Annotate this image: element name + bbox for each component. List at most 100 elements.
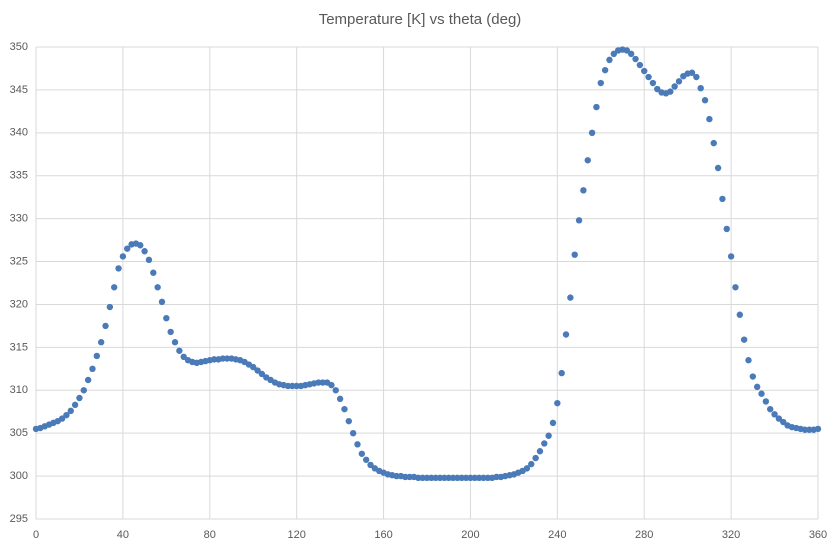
y-tick-label: 305 bbox=[10, 427, 28, 439]
point bbox=[554, 399, 561, 407]
point bbox=[667, 88, 674, 95]
point bbox=[137, 242, 144, 249]
point bbox=[58, 415, 66, 422]
point bbox=[345, 417, 352, 425]
point bbox=[654, 85, 661, 93]
point bbox=[76, 394, 83, 402]
point bbox=[710, 139, 717, 147]
point bbox=[176, 347, 183, 354]
point bbox=[349, 429, 357, 437]
point bbox=[97, 339, 105, 346]
x-tick-label: 160 bbox=[374, 529, 392, 541]
point bbox=[332, 387, 339, 394]
y-tick-label: 320 bbox=[10, 298, 28, 310]
x-tick-label: 200 bbox=[461, 529, 479, 541]
point bbox=[575, 217, 583, 224]
point bbox=[593, 103, 600, 111]
x-tick-label: 320 bbox=[722, 529, 740, 541]
point bbox=[740, 336, 748, 343]
point bbox=[558, 369, 565, 377]
point bbox=[536, 448, 544, 455]
y-tick-label: 345 bbox=[10, 84, 28, 96]
point bbox=[693, 73, 700, 81]
point bbox=[354, 441, 361, 448]
point bbox=[532, 454, 539, 462]
point bbox=[749, 373, 757, 380]
x-tick-label: 240 bbox=[548, 529, 566, 541]
point bbox=[706, 115, 713, 123]
point bbox=[767, 405, 774, 413]
point bbox=[723, 225, 730, 233]
point bbox=[727, 253, 735, 260]
y-tick-label: 330 bbox=[10, 213, 28, 225]
point bbox=[584, 157, 591, 164]
point bbox=[145, 256, 153, 264]
point bbox=[367, 461, 374, 469]
point bbox=[610, 50, 618, 58]
point bbox=[641, 67, 648, 75]
point bbox=[567, 294, 574, 301]
point bbox=[71, 401, 79, 409]
point bbox=[771, 411, 778, 418]
point bbox=[141, 248, 148, 255]
point bbox=[254, 367, 261, 374]
point bbox=[106, 303, 114, 311]
chart-title: Temperature [K] vs theta (deg) bbox=[319, 11, 522, 28]
point bbox=[601, 66, 609, 74]
point bbox=[258, 370, 266, 378]
point bbox=[649, 79, 657, 87]
point bbox=[636, 61, 644, 69]
point bbox=[701, 97, 709, 104]
point bbox=[150, 269, 157, 276]
point bbox=[124, 245, 131, 252]
y-tick-label: 310 bbox=[10, 384, 28, 396]
y-tick-label: 340 bbox=[10, 127, 28, 139]
point bbox=[762, 398, 770, 405]
y-tick-label: 335 bbox=[10, 170, 28, 182]
point bbox=[163, 314, 170, 322]
point bbox=[111, 284, 118, 291]
x-tick-label: 280 bbox=[635, 529, 653, 541]
point bbox=[158, 298, 166, 306]
point bbox=[341, 405, 348, 413]
point bbox=[67, 407, 74, 415]
point bbox=[597, 79, 604, 87]
x-tick-label: 40 bbox=[117, 529, 129, 541]
point bbox=[89, 365, 96, 373]
point bbox=[562, 331, 570, 338]
point bbox=[688, 69, 696, 76]
point bbox=[154, 284, 161, 291]
y-tick-label: 350 bbox=[10, 41, 28, 53]
point bbox=[775, 415, 783, 422]
x-tick-label: 0 bbox=[33, 529, 39, 541]
y-tick-label: 295 bbox=[10, 513, 28, 525]
point bbox=[549, 419, 557, 427]
point bbox=[671, 83, 678, 90]
point bbox=[362, 456, 370, 463]
point bbox=[250, 363, 257, 371]
point bbox=[545, 432, 552, 439]
point bbox=[115, 265, 122, 272]
point bbox=[358, 450, 366, 457]
point bbox=[758, 390, 765, 397]
point bbox=[627, 50, 635, 58]
point bbox=[745, 357, 752, 364]
point bbox=[697, 84, 704, 92]
point bbox=[623, 47, 631, 54]
point bbox=[528, 460, 535, 468]
point bbox=[541, 440, 548, 447]
point bbox=[119, 253, 127, 260]
point bbox=[180, 353, 187, 361]
point bbox=[328, 381, 335, 389]
point bbox=[523, 465, 531, 472]
point bbox=[84, 376, 92, 384]
point bbox=[571, 251, 578, 258]
point bbox=[814, 425, 822, 433]
point bbox=[732, 284, 739, 291]
x-tick-label: 120 bbox=[287, 529, 305, 541]
point bbox=[63, 411, 70, 419]
point bbox=[753, 383, 761, 391]
point bbox=[580, 187, 587, 194]
